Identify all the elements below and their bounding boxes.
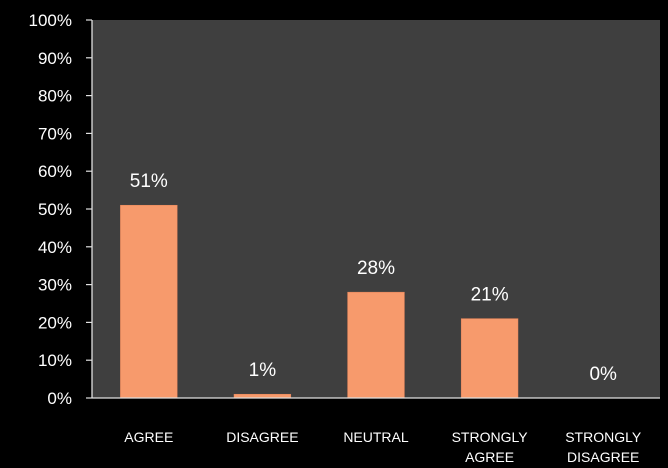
y-tick-label: 20%: [38, 313, 72, 332]
y-tick-label: 30%: [38, 276, 72, 295]
bar: [460, 318, 519, 399]
y-axis: 0% 10% 20% 30% 40% 50% 60% 70% 80% 90% 100%: [29, 11, 93, 408]
y-tick-label: 100%: [29, 11, 72, 30]
x-category-label: DISAGREE: [226, 429, 298, 445]
data-labels: 51% 1% 28% 21% 0%: [130, 171, 617, 385]
y-tick-label: 70%: [38, 124, 72, 143]
data-label: 51%: [130, 171, 168, 192]
y-tick-label: 50%: [38, 200, 72, 219]
data-label: 21%: [471, 285, 509, 306]
y-tick-label: 10%: [38, 351, 72, 370]
y-tick-label: 80%: [38, 87, 72, 106]
y-tick-label: 60%: [38, 162, 72, 181]
bar: [347, 291, 405, 399]
x-category-label: NEUTRAL: [343, 429, 409, 445]
bars: [120, 204, 519, 399]
x-category-label: STRONGLY DISAGREE: [565, 429, 642, 465]
x-category-label: STRONGLY AGREE: [452, 429, 529, 465]
x-category-label: AGREE: [124, 429, 173, 445]
y-tick-label: 0%: [47, 389, 72, 408]
data-label: 1%: [249, 360, 277, 381]
y-tick-label: 40%: [38, 238, 72, 257]
y-tick-label: 90%: [38, 49, 72, 68]
data-label: 0%: [589, 364, 617, 385]
x-axis: AGREE DISAGREE NEUTRAL STRONGLY AGREE STRONGL…: [92, 397, 660, 465]
data-label: 28%: [357, 258, 395, 279]
bar: [120, 204, 178, 399]
